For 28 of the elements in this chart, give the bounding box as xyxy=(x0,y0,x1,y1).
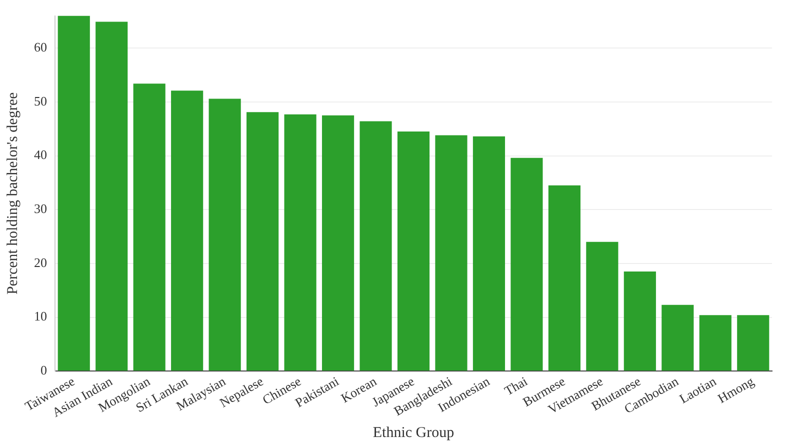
y-tick-label: 10 xyxy=(34,308,47,324)
bar xyxy=(586,242,618,371)
x-axis-title: Ethnic Group xyxy=(372,424,454,441)
bar xyxy=(360,121,392,371)
bar xyxy=(322,115,354,371)
bar xyxy=(133,84,166,371)
bar xyxy=(171,90,204,371)
bar xyxy=(624,272,656,371)
bar xyxy=(435,135,468,371)
y-tick-label: 30 xyxy=(34,201,47,216)
bar xyxy=(96,22,128,371)
bar xyxy=(662,304,694,371)
bar xyxy=(246,112,279,371)
y-tick-label: 60 xyxy=(34,40,47,55)
y-tick-label: 0 xyxy=(40,362,47,378)
y-tick-label: 50 xyxy=(34,93,47,108)
y-tick-label: 20 xyxy=(34,254,47,270)
bar xyxy=(397,132,430,371)
bar xyxy=(699,315,732,371)
bar xyxy=(737,315,770,371)
bar xyxy=(58,16,90,371)
bar xyxy=(472,136,506,371)
bar xyxy=(284,114,316,371)
bar xyxy=(510,158,543,371)
y-axis-title: Percent holding bachelor's degree xyxy=(4,92,21,295)
bar xyxy=(208,98,241,371)
bar xyxy=(548,185,580,371)
y-tick-label: 40 xyxy=(34,147,47,162)
